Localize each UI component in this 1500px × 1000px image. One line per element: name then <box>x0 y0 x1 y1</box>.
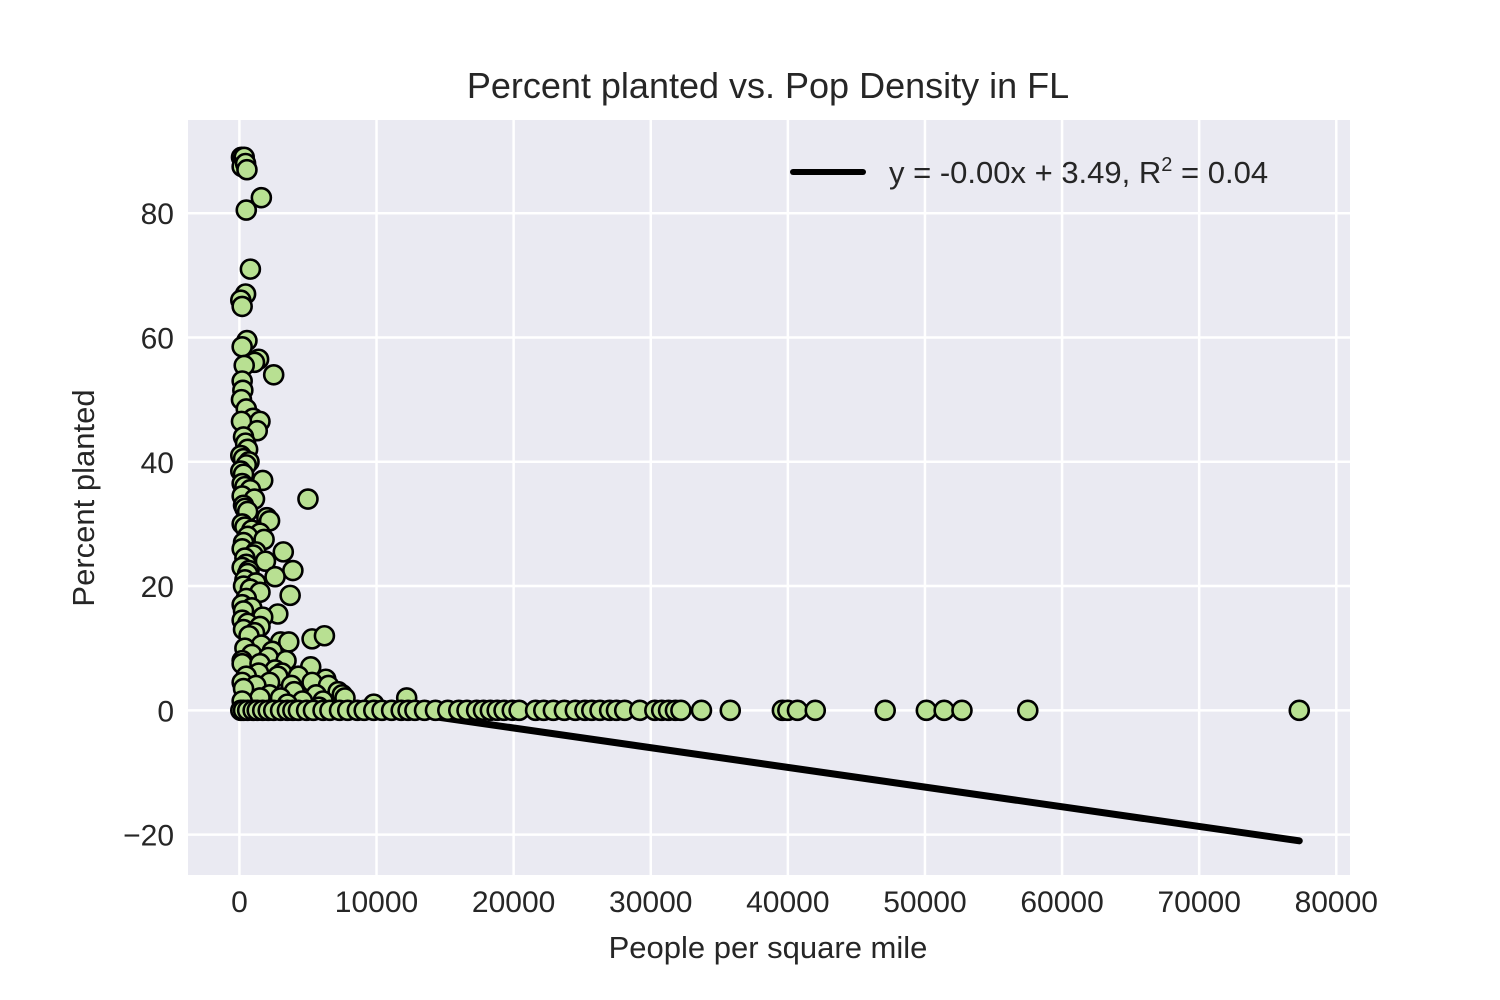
data-point <box>236 158 258 181</box>
data-point <box>279 584 301 607</box>
data-point <box>915 699 938 722</box>
x-tick-label: 20000 <box>472 886 555 919</box>
legend-label-superscript: 2 <box>1161 154 1172 176</box>
x-tick-label: 30000 <box>609 886 692 919</box>
y-axis-label: Percent planted <box>66 389 101 606</box>
y-tick-label: 40 <box>141 447 174 480</box>
x-tick-label: 50000 <box>883 886 966 919</box>
data-point <box>272 541 295 563</box>
x-axis-label: People per square mile <box>609 930 928 965</box>
data-point <box>282 559 304 582</box>
data-point <box>804 699 827 722</box>
data-point <box>297 488 319 510</box>
legend-label: y = -0.00x + 3.49, R2 = 0.04 <box>889 154 1268 190</box>
data-point <box>264 565 286 588</box>
x-tick-label: 80000 <box>1295 886 1378 919</box>
data-point <box>235 199 258 221</box>
data-point <box>786 699 809 722</box>
legend-label-main: y = -0.00x + 3.49, R <box>889 155 1161 190</box>
y-tick-label: −20 <box>123 820 174 853</box>
legend-label-suffix: = 0.04 <box>1172 155 1268 190</box>
y-tick-label: 60 <box>141 322 174 355</box>
data-point <box>250 186 273 209</box>
y-tick-label: 0 <box>157 695 174 728</box>
data-point <box>874 699 897 722</box>
y-tick-label: 80 <box>141 198 174 231</box>
data-point <box>313 624 336 647</box>
x-axis-ticks: 0 10000 20000 30000 40000 50000 60000 70000 8000… <box>231 886 1378 919</box>
scatter-points <box>229 146 1311 722</box>
x-tick-label: 70000 <box>1157 886 1240 919</box>
data-point <box>690 699 713 722</box>
data-point <box>262 363 285 386</box>
x-tick-label: 40000 <box>746 886 829 919</box>
data-point <box>670 699 692 722</box>
data-point <box>231 295 253 318</box>
legend: y = -0.00x + 3.49, R2 = 0.04 <box>790 154 1268 190</box>
data-point <box>951 699 973 722</box>
data-point <box>1288 699 1311 722</box>
grid-lines <box>188 120 1350 875</box>
y-tick-label: 20 <box>141 571 174 604</box>
x-tick-label: 10000 <box>335 886 418 919</box>
y-axis-ticks: −20 0 20 40 60 80 <box>123 198 174 852</box>
x-tick-label: 0 <box>231 886 248 919</box>
x-tick-label: 60000 <box>1020 886 1103 919</box>
plot-area <box>188 120 1350 875</box>
data-point <box>239 258 262 280</box>
data-point <box>719 699 742 722</box>
chart-title: Percent planted vs. Pop Density in FL <box>467 65 1069 106</box>
data-point <box>933 699 955 722</box>
data-point <box>1016 699 1039 722</box>
